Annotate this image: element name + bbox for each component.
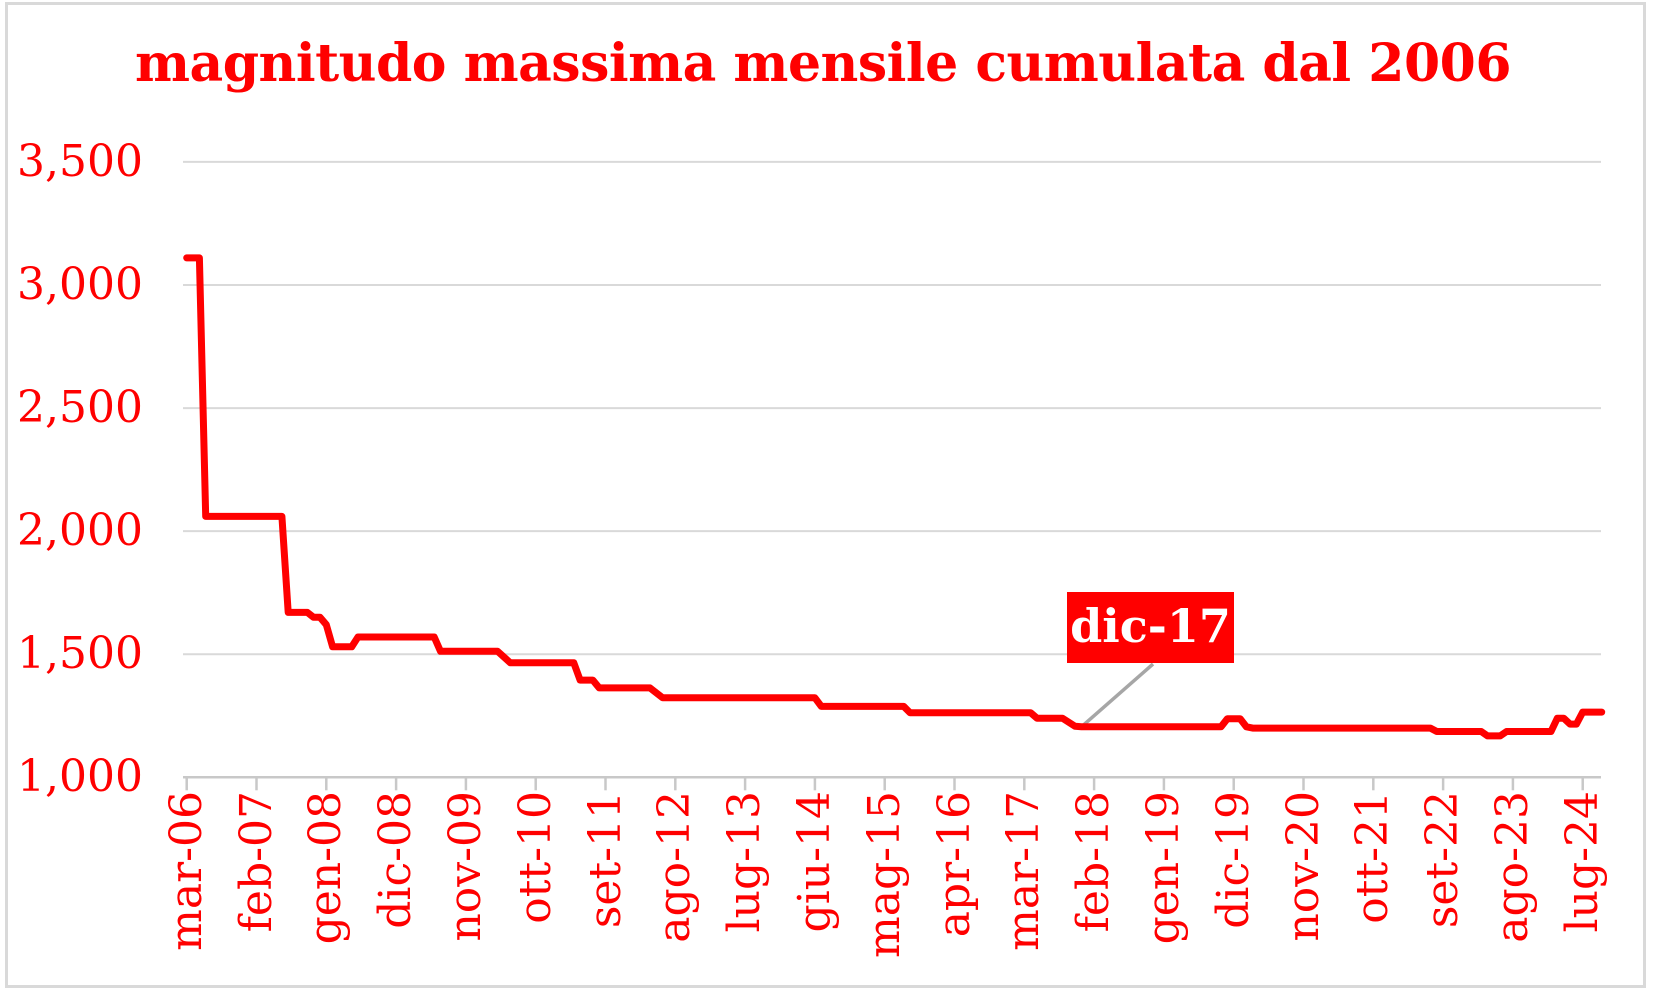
- x-axis-label: dic-19: [1207, 791, 1259, 929]
- x-axis-label: giu-14: [788, 791, 840, 933]
- y-axis-label: 2,500: [17, 382, 143, 434]
- x-axis-label: feb-18: [1068, 791, 1120, 933]
- data-line-magnitudo-cumulata: [183, 254, 1606, 740]
- x-axis-label: ago-12: [649, 791, 701, 943]
- x-axis-label: nov-09: [439, 791, 491, 942]
- x-axis-label: ago-23: [1486, 791, 1538, 943]
- x-axis-label: mar-17: [998, 791, 1050, 951]
- chart-border-frame: [5, 2, 1646, 988]
- chart-title: magnitudo massima mensile cumulata dal 2…: [134, 33, 1512, 94]
- x-axis-label: gen-08: [300, 791, 352, 945]
- x-axis-label: nov-20: [1277, 791, 1329, 942]
- x-axis-label: gen-19: [1137, 791, 1189, 945]
- x-axis-label: dic-08: [370, 791, 422, 929]
- y-axis-label: 2,000: [17, 505, 143, 557]
- x-axis-label: ott-21: [1347, 791, 1399, 924]
- y-axis-label: 3,500: [17, 135, 143, 187]
- x-axis-label: mar-06: [160, 791, 212, 951]
- annotation-callout-line: [1080, 662, 1155, 729]
- x-axis-label: feb-07: [230, 791, 282, 933]
- y-axis-label: 1,000: [17, 751, 143, 803]
- y-axis-label: 1,500: [17, 628, 143, 680]
- x-axis-label: set-22: [1417, 791, 1469, 929]
- x-axis-label: ott-10: [509, 791, 561, 924]
- x-axis-label: lug-13: [719, 791, 771, 933]
- y-axis-label: 3,000: [17, 259, 143, 310]
- x-axis-label: lug-24: [1556, 791, 1608, 933]
- annotation-callout-box: dic-17: [1067, 592, 1234, 663]
- x-axis-label: apr-16: [928, 791, 980, 938]
- x-axis-label: mag-15: [858, 791, 910, 958]
- x-axis-label: set-11: [579, 791, 631, 929]
